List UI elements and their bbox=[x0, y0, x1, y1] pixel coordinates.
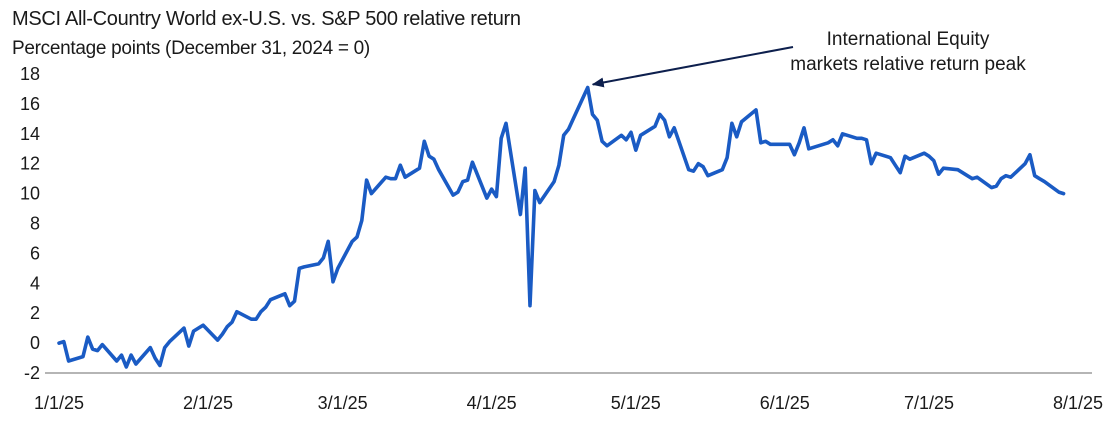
x-tick-label: 5/1/25 bbox=[611, 393, 661, 413]
x-tick-label: 8/1/25 bbox=[1053, 393, 1103, 413]
annotation-text-line: markets relative return peak bbox=[790, 54, 1026, 75]
y-tick-label: 6 bbox=[30, 243, 40, 263]
y-tick-label: 2 bbox=[30, 303, 40, 323]
chart-subtitle: Percentage points (December 31, 2024 = 0… bbox=[12, 38, 370, 59]
x-tick-label: 3/1/25 bbox=[318, 393, 368, 413]
x-tick-label: 4/1/25 bbox=[467, 393, 517, 413]
x-axis: 1/1/25 2/1/25 3/1/25 4/1/25 5/1/25 6/1/25 7/1/… bbox=[34, 372, 1103, 413]
y-tick-label: 4 bbox=[30, 273, 40, 293]
y-tick-label: 18 bbox=[20, 64, 40, 84]
x-tick-label: 1/1/25 bbox=[34, 393, 84, 413]
x-tick-label: 7/1/25 bbox=[904, 393, 954, 413]
series-line bbox=[57, 85, 1066, 369]
y-tick-label: 14 bbox=[20, 124, 40, 144]
y-axis: -2 0 2 4 6 8 10 12 14 16 18 bbox=[20, 64, 40, 383]
x-tick-label: 2/1/25 bbox=[183, 393, 233, 413]
series-layer bbox=[57, 85, 1066, 369]
annotation-arrow bbox=[591, 46, 794, 88]
y-tick-label: 16 bbox=[20, 94, 40, 114]
y-tick-label: 8 bbox=[30, 214, 40, 234]
annotation-text-line: International Equity bbox=[827, 29, 990, 50]
peak-annotation: International Equity markets relative ret… bbox=[591, 29, 1026, 88]
x-tick-label: 6/1/25 bbox=[760, 393, 810, 413]
y-tick-label: 10 bbox=[20, 184, 40, 204]
chart-title: MSCI All-Country World ex-U.S. vs. S&P 5… bbox=[12, 8, 521, 30]
y-tick-label: 0 bbox=[30, 333, 40, 353]
y-tick-label: 12 bbox=[20, 154, 40, 174]
y-tick-label: -2 bbox=[24, 363, 40, 383]
